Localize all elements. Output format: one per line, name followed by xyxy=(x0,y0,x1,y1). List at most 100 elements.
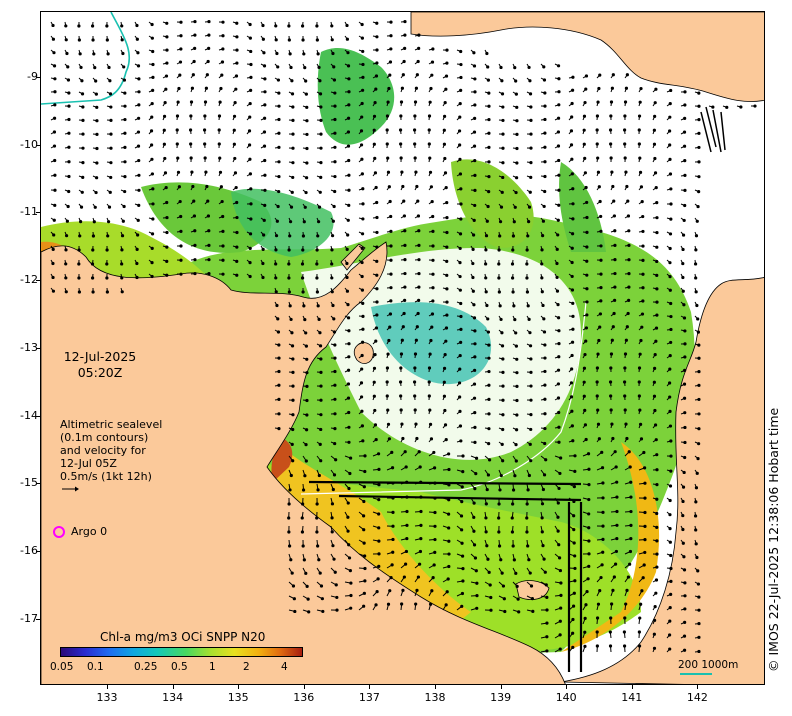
velocity-arrow-head xyxy=(683,411,687,415)
velocity-arrow-head xyxy=(389,34,393,38)
velocity-arrow-head xyxy=(627,243,631,248)
velocity-arrow-head xyxy=(585,300,589,304)
velocity-arrow-head xyxy=(305,105,309,109)
altimetry-line-5: 0.5m/s (1kt 12h) xyxy=(60,470,152,483)
velocity-arrow-head xyxy=(301,234,306,238)
velocity-arrow-head xyxy=(623,352,628,356)
velocity-arrow-head xyxy=(402,199,406,203)
velocity-arrow-head xyxy=(445,273,449,277)
velocity-arrow-head xyxy=(162,142,166,146)
velocity-arrow-head xyxy=(372,114,377,118)
velocity-arrow-head xyxy=(137,90,141,94)
velocity-arrow-head xyxy=(681,499,685,504)
velocity-arrow-head xyxy=(95,176,99,180)
velocity-arrow-head xyxy=(613,243,617,247)
velocity-arrow-head xyxy=(137,173,141,177)
velocity-arrow-head xyxy=(121,51,125,56)
velocity-arrow-head xyxy=(277,356,281,360)
velocity-arrow-head xyxy=(608,644,613,648)
velocity-arrow-head xyxy=(137,116,141,120)
velocity-arrow-head xyxy=(669,202,673,206)
velocity-arrow-head xyxy=(137,158,141,163)
velocity-arrow-head xyxy=(362,514,366,518)
map-canvas[interactable] xyxy=(41,12,765,685)
velocity-arrow-head xyxy=(583,100,587,105)
velocity-arrow-head xyxy=(572,541,576,545)
velocity-arrow-head xyxy=(637,630,641,634)
velocity-arrow-head xyxy=(108,190,112,194)
velocity-arrow-head xyxy=(109,146,113,150)
velocity-arrow-head xyxy=(136,218,140,222)
velocity-arrow-head xyxy=(570,88,575,92)
y-tick-label: -17 xyxy=(20,611,38,625)
velocity-arrow-head xyxy=(430,325,434,329)
velocity-arrow-head xyxy=(348,569,352,573)
velocity-arrow-head xyxy=(668,424,673,428)
velocity-arrow-head xyxy=(415,73,419,77)
velocity-arrow-head xyxy=(53,103,57,107)
velocity-arrow-head xyxy=(413,394,417,398)
velocity-arrow-head xyxy=(135,275,139,280)
velocity-arrow-head xyxy=(557,425,561,429)
velocity-arrow-head xyxy=(207,271,211,276)
velocity-arrow-head xyxy=(317,317,321,322)
map-frame[interactable] xyxy=(40,11,765,685)
colorbar-tick-label: 1 xyxy=(209,661,216,673)
velocity-arrow-head xyxy=(487,383,491,387)
velocity-arrow-head xyxy=(628,465,632,469)
velocity-arrow-head xyxy=(503,609,507,614)
velocity-arrow-head xyxy=(643,538,647,542)
velocity-arrow-head xyxy=(433,510,437,515)
velocity-arrow-head xyxy=(94,190,98,195)
velocity-arrow-head xyxy=(696,457,700,461)
velocity-arrow-head xyxy=(654,326,659,330)
velocity-arrow-head xyxy=(460,500,464,504)
velocity-arrow-head xyxy=(304,459,308,463)
velocity-arrow-head xyxy=(193,258,197,262)
velocity-arrow-head xyxy=(628,562,632,566)
velocity-arrow-head xyxy=(599,575,603,580)
velocity-arrow-head xyxy=(529,384,533,388)
velocity-arrow-head xyxy=(80,92,85,96)
velocity-arrow-head xyxy=(623,156,627,160)
velocity-arrow-field xyxy=(50,19,757,654)
y-tick-label: -11 xyxy=(20,205,38,219)
velocity-arrow-head xyxy=(499,317,503,322)
velocity-arrow-head xyxy=(669,217,673,221)
x-tick-mark xyxy=(435,685,436,689)
velocity-arrow-head xyxy=(193,33,197,37)
velocity-arrow-head xyxy=(347,188,351,192)
velocity-arrow-head xyxy=(571,327,575,331)
velocity-arrow-head xyxy=(249,217,253,221)
velocity-arrow-head xyxy=(304,331,308,335)
velocity-arrow-head xyxy=(599,214,603,219)
velocity-arrow-head xyxy=(669,314,673,319)
velocity-arrow-head xyxy=(655,245,659,249)
velocity-arrow-head xyxy=(331,219,335,223)
velocity-arrow-head xyxy=(347,329,351,333)
velocity-arrow-head xyxy=(556,64,561,68)
velocity-arrow-head xyxy=(361,62,365,67)
velocity-arrow-head xyxy=(526,544,530,548)
velocity-arrow-head xyxy=(543,189,547,194)
velocity-arrow-head xyxy=(287,24,291,28)
velocity-arrow-head xyxy=(262,130,267,134)
velocity-arrow-head xyxy=(511,234,516,238)
velocity-arrow-head xyxy=(697,397,701,402)
velocity-arrow-head xyxy=(626,311,630,316)
y-tick-mark xyxy=(36,144,40,146)
x-tick-label: 142 xyxy=(686,691,708,704)
velocity-arrow-head xyxy=(459,62,463,67)
velocity-arrow-head xyxy=(235,273,239,277)
velocity-arrow-head xyxy=(599,272,603,276)
velocity-arrow-head xyxy=(653,618,657,622)
velocity-arrow-head xyxy=(487,427,491,431)
velocity-arrow-head xyxy=(655,453,659,457)
velocity-arrow-head xyxy=(596,352,600,356)
velocity-arrow-head xyxy=(206,59,210,64)
velocity-arrow-head xyxy=(362,604,366,608)
velocity-arrow-head xyxy=(641,576,645,580)
velocity-arrow-head xyxy=(582,380,586,384)
velocity-arrow-head xyxy=(473,116,477,120)
velocity-arrow-head xyxy=(389,214,393,219)
